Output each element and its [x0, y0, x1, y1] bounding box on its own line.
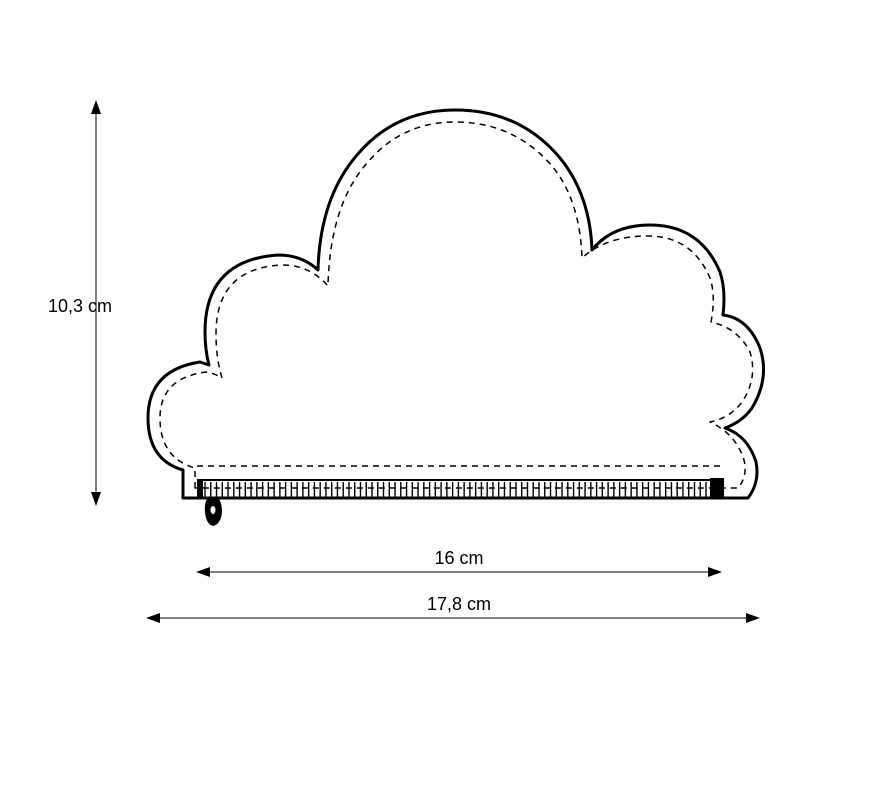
cloud-stitch	[160, 122, 753, 488]
height-label: 10,3 cm	[48, 296, 112, 316]
zipper-pull	[205, 498, 222, 526]
zipper-teeth	[205, 482, 706, 498]
cloud-outline	[148, 110, 764, 498]
dimension-drawing: 10,3 cm 16 cm 17,8 cm	[0, 0, 888, 798]
dimension-zipper-width: 16 cm	[196, 548, 722, 577]
zipper-width-label: 16 cm	[434, 548, 483, 568]
zipper	[183, 466, 748, 526]
dimension-height: 10,3 cm	[48, 100, 112, 506]
total-width-label: 17,8 cm	[427, 594, 491, 614]
dimension-total-width: 17,8 cm	[146, 594, 760, 623]
